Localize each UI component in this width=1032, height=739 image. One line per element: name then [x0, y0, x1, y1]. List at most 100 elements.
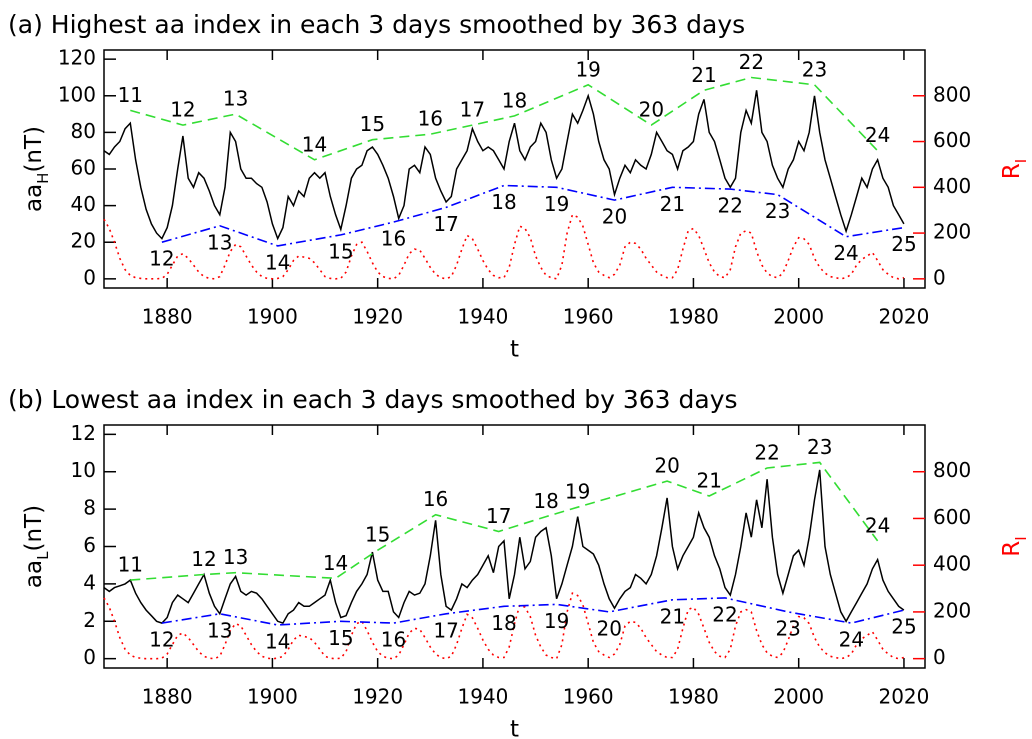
- cycle-label: 23: [765, 199, 790, 223]
- series-line: [130, 461, 879, 581]
- x-tick-label: 1960: [563, 305, 614, 329]
- y-axis-label-unit: (nT): [21, 505, 47, 552]
- series-line: [130, 76, 879, 161]
- cycle-label: 14: [323, 551, 348, 575]
- x-tick-label: 2020: [878, 305, 929, 329]
- cycle-label: 23: [807, 435, 832, 459]
- x-tick-label: 1940: [457, 685, 508, 709]
- x-tick-label: 1900: [247, 685, 298, 709]
- series-line: [103, 469, 905, 625]
- series-line: [103, 592, 905, 660]
- y2-tick-label: 600: [933, 505, 971, 529]
- cycle-label: 12: [149, 247, 174, 271]
- y2-tick-label: 200: [933, 598, 971, 622]
- cycle-label: 13: [207, 230, 232, 254]
- cycle-label: 14: [265, 250, 290, 274]
- y2-tick-label: 800: [933, 82, 971, 106]
- cycle-label: 20: [597, 616, 622, 640]
- cycle-label: 17: [486, 504, 511, 528]
- cycle-label: 12: [191, 547, 216, 571]
- cycle-label: 17: [460, 98, 485, 122]
- y2-tick-label: 200: [933, 220, 971, 244]
- cycle-label: 13: [207, 618, 232, 642]
- y-axis-label-sub: L: [34, 551, 52, 560]
- cycle-label: 12: [170, 98, 195, 122]
- cycle-label: 13: [223, 545, 248, 569]
- x-tick-label: 1880: [142, 685, 193, 709]
- cycle-label: 16: [418, 107, 443, 131]
- y-axis-label-unit: (nT): [21, 126, 47, 173]
- cycle-label: 24: [865, 123, 890, 147]
- y-tick-label: 6: [83, 533, 96, 557]
- x-tick-label: 1940: [457, 305, 508, 329]
- x-tick-label: 1880: [142, 305, 193, 329]
- y2-axis-label-main: R: [999, 541, 1025, 557]
- cycle-label: 14: [265, 630, 290, 654]
- y-tick-label: 10: [71, 458, 96, 482]
- y-tick-label: 12: [71, 421, 96, 445]
- cycle-label: 16: [423, 487, 448, 511]
- y-tick-label: 0: [83, 645, 96, 669]
- y-tick-label: 120: [58, 46, 96, 70]
- y2-axis-label-sub: I: [1012, 536, 1030, 540]
- cycle-label: 22: [712, 602, 737, 626]
- cycle-label: 25: [891, 615, 916, 639]
- series-line: [103, 90, 905, 241]
- cycle-label: 18: [491, 611, 516, 635]
- cycle-label: 23: [802, 57, 827, 81]
- cycle-label: 21: [660, 604, 685, 628]
- y-tick-label: 40: [71, 192, 96, 216]
- cycle-label: 12: [149, 628, 174, 652]
- series-line: [161, 184, 905, 247]
- cycle-label: 23: [775, 616, 800, 640]
- cycle-label: 24: [839, 628, 864, 652]
- cycle-label: 19: [575, 57, 600, 81]
- cycle-label: 22: [718, 194, 743, 218]
- x-axis-label: t: [510, 717, 519, 739]
- x-tick-label: 1960: [563, 685, 614, 709]
- y2-axis-label-main: R: [999, 163, 1025, 179]
- x-tick-label: 2000: [773, 305, 824, 329]
- chart-title: (a) Highest aa index in each 3 days smoo…: [8, 10, 745, 39]
- cycle-label: 11: [118, 553, 143, 577]
- cycle-label: 15: [328, 239, 353, 263]
- y-tick-label: 100: [58, 82, 96, 106]
- y2-tick-label: 800: [933, 458, 971, 482]
- series-line: [103, 213, 905, 280]
- cycle-label: 11: [118, 83, 143, 107]
- cycle-label: 20: [639, 98, 664, 122]
- x-tick-label: 2020: [878, 685, 929, 709]
- y-axis-label-main: aa: [21, 184, 47, 212]
- y-tick-label: 0: [83, 265, 96, 289]
- chart-title: (b) Lowest aa index in each 3 days smoot…: [8, 385, 738, 414]
- y2-tick-label: 0: [933, 265, 946, 289]
- cycle-label: 24: [833, 241, 858, 265]
- y-axis-label-sub: H: [34, 173, 52, 184]
- x-tick-label: 1900: [247, 305, 298, 329]
- cycle-label: 25: [891, 232, 916, 256]
- y-tick-label: 8: [83, 496, 96, 520]
- cycle-label: 13: [223, 87, 248, 111]
- cycle-label: 19: [544, 192, 569, 216]
- y2-tick-label: 600: [933, 128, 971, 152]
- series-line: [161, 597, 905, 626]
- cycle-label: 17: [433, 618, 458, 642]
- x-tick-label: 1980: [668, 685, 719, 709]
- cycle-label: 15: [360, 112, 385, 136]
- y2-tick-label: 400: [933, 552, 971, 576]
- cycle-label: 20: [602, 205, 627, 229]
- cycle-label: 22: [739, 50, 764, 74]
- cycle-label: 14: [302, 132, 327, 156]
- x-tick-label: 1920: [352, 685, 403, 709]
- cycle-label: 18: [533, 489, 558, 513]
- y-tick-label: 4: [83, 570, 96, 594]
- cycle-label: 18: [502, 88, 527, 112]
- y-axis-label: aaL(nT): [21, 505, 52, 588]
- cycle-label: 15: [328, 626, 353, 650]
- y2-tick-label: 400: [933, 174, 971, 198]
- y-axis-label: aaH(nT): [21, 126, 52, 212]
- y2-axis-label: RI: [999, 536, 1030, 556]
- cycle-label: 19: [544, 609, 569, 633]
- cycle-label: 21: [691, 63, 716, 87]
